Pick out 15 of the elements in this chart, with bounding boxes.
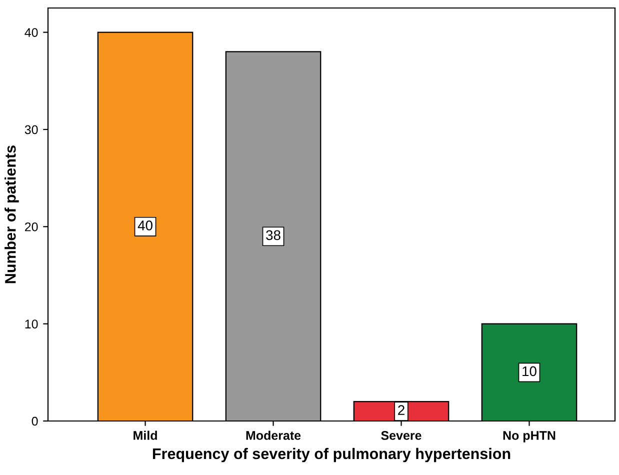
x-axis-title: Frequency of severity of pulmonary hypertension xyxy=(152,448,510,462)
x-tick-label: Moderate xyxy=(246,430,301,440)
y-tick-label: 20 xyxy=(25,222,38,232)
y-axis-title: Number of patients xyxy=(4,146,19,284)
y-tick-label: 0 xyxy=(32,416,38,426)
data-label: 2 xyxy=(398,405,404,415)
data-label: 40 xyxy=(138,220,152,230)
x-tick-label: Mild xyxy=(134,430,157,440)
y-tick-label: 40 xyxy=(24,28,38,37)
data-label: 10 xyxy=(522,366,536,376)
y-tick-label: 10 xyxy=(25,320,38,328)
x-tick-label: Severe xyxy=(381,431,422,440)
data-label: 38 xyxy=(266,230,280,240)
y-tick-label: 30 xyxy=(24,125,38,134)
x-tick-label: No pHTN xyxy=(503,431,556,442)
